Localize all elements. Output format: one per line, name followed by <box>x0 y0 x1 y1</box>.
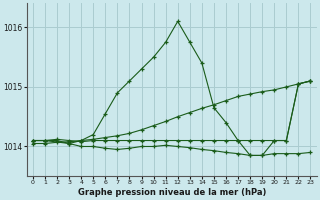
X-axis label: Graphe pression niveau de la mer (hPa): Graphe pression niveau de la mer (hPa) <box>77 188 266 197</box>
